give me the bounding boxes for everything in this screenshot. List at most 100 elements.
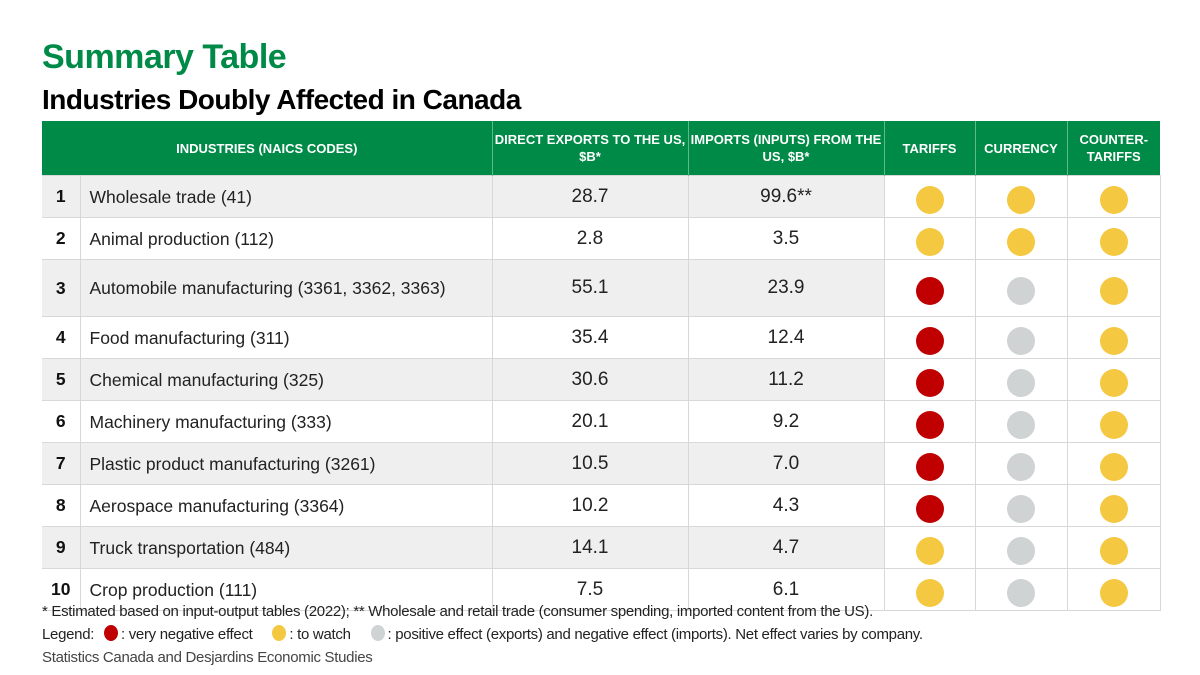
col-industries: INDUSTRIES (NAICS CODES) <box>42 121 493 176</box>
tariffs-cell <box>883 316 976 359</box>
imports-cell: 23.9 <box>687 259 885 317</box>
table-row: 1 Wholesale trade (41) 28.7 99.6** <box>42 175 1161 218</box>
exports-cell: 35.4 <box>491 316 689 359</box>
counter-tariffs-cell <box>1066 217 1161 260</box>
yellow-dot-icon <box>1099 536 1128 565</box>
tariffs-cell <box>883 358 976 401</box>
tariffs-cell <box>883 568 976 611</box>
industry-cell: Machinery manufacturing (333) <box>79 400 493 443</box>
gray-dot-icon <box>1007 410 1036 439</box>
legend: Legend: : very negative effect : to watc… <box>42 623 923 646</box>
currency-cell <box>974 484 1068 527</box>
imports-cell: 12.4 <box>687 316 885 359</box>
table-row: 2 Animal production (112) 2.8 3.5 <box>42 217 1161 260</box>
col-exports: DIRECT EXPORTS TO THE US, $B* <box>491 121 689 176</box>
gray-dot-icon <box>1007 368 1036 397</box>
exports-cell: 55.1 <box>491 259 689 317</box>
col-tariffs: TARIFFS <box>883 121 976 176</box>
currency-cell <box>974 259 1068 317</box>
gray-dot-icon <box>370 625 385 641</box>
table-row: 8 Aerospace manufacturing (3364) 10.2 4.3 <box>42 484 1161 527</box>
industry-cell: Wholesale trade (41) <box>79 175 493 218</box>
red-dot-icon <box>915 277 944 305</box>
yellow-dot-icon <box>1099 410 1128 439</box>
counter-tariffs-cell <box>1066 568 1161 611</box>
legend-yellow: : to watch <box>289 626 351 643</box>
summary-table: INDUSTRIES (NAICS CODES) DIRECT EXPORTS … <box>42 121 1161 611</box>
industry-cell: Animal production (112) <box>79 217 493 260</box>
exports-cell: 20.1 <box>491 400 689 443</box>
yellow-dot-icon <box>1099 185 1128 214</box>
imports-cell: 9.2 <box>687 400 885 443</box>
gray-dot-icon <box>1007 494 1036 523</box>
rank-cell: 5 <box>42 358 80 401</box>
rank-cell: 6 <box>42 400 80 443</box>
tariffs-cell <box>883 259 976 317</box>
gray-dot-icon <box>1007 452 1036 481</box>
exports-cell: 14.1 <box>491 526 689 569</box>
counter-tariffs-cell <box>1066 400 1161 443</box>
counter-tariffs-cell <box>1066 259 1161 317</box>
counter-tariffs-cell <box>1066 484 1161 527</box>
currency-cell <box>974 217 1068 260</box>
yellow-dot-icon <box>915 578 944 607</box>
counter-tariffs-cell <box>1066 442 1161 485</box>
gray-dot-icon <box>1007 277 1036 305</box>
imports-cell: 7.0 <box>687 442 885 485</box>
imports-cell: 4.3 <box>687 484 885 527</box>
red-dot-icon <box>915 494 944 523</box>
exports-cell: 2.8 <box>491 217 689 260</box>
exports-cell: 28.7 <box>491 175 689 218</box>
tariffs-cell <box>883 175 976 218</box>
currency-cell <box>974 442 1068 485</box>
imports-cell: 11.2 <box>687 358 885 401</box>
yellow-dot-icon <box>1099 277 1128 305</box>
red-dot-icon <box>915 452 944 481</box>
table-row: 10 Crop production (111) 7.5 6.1 <box>42 568 1161 611</box>
counter-tariffs-cell <box>1066 175 1161 218</box>
yellow-dot-icon <box>1007 185 1036 214</box>
red-dot-icon <box>915 326 944 355</box>
yellow-dot-icon <box>1099 326 1128 355</box>
imports-cell: 3.5 <box>687 217 885 260</box>
rank-cell: 9 <box>42 526 80 569</box>
col-currency: CURRENCY <box>974 121 1068 176</box>
currency-cell <box>974 358 1068 401</box>
subtitle: Industries Doubly Affected in Canada <box>42 84 521 115</box>
currency-cell <box>974 400 1068 443</box>
footnote: * Estimated based on input-output tables… <box>42 603 873 620</box>
industry-cell: Truck transportation (484) <box>79 526 493 569</box>
table-row: 3 Automobile manufacturing (3361, 3362, 3… <box>42 259 1161 317</box>
yellow-dot-icon <box>915 185 944 214</box>
table-row: 7 Plastic product manufacturing (3261) 10.… <box>42 442 1161 485</box>
yellow-dot-icon <box>1099 227 1128 256</box>
currency-cell <box>974 316 1068 359</box>
red-dot-icon <box>104 625 118 641</box>
red-dot-icon <box>915 368 944 397</box>
rank-cell: 7 <box>42 442 80 485</box>
industry-cell: Plastic product manufacturing (3261) <box>79 442 493 485</box>
tariffs-cell <box>883 400 976 443</box>
yellow-dot-icon <box>1099 494 1128 523</box>
industry-cell: Automobile manufacturing (3361, 3362, 33… <box>79 259 493 317</box>
yellow-dot-icon <box>1099 578 1128 607</box>
exports-cell: 30.6 <box>491 358 689 401</box>
currency-cell <box>974 175 1068 218</box>
rank-cell: 8 <box>42 484 80 527</box>
notes: * Estimated based on input-output tables… <box>42 600 923 669</box>
table-row: 5 Chemical manufacturing (325) 30.6 11.2 <box>42 358 1161 401</box>
table-row: 4 Food manufacturing (311) 35.4 12.4 <box>42 316 1161 359</box>
yellow-dot-icon <box>915 536 944 565</box>
table-row: 9 Truck transportation (484) 14.1 4.7 <box>42 526 1161 569</box>
yellow-dot-icon <box>915 227 944 256</box>
col-counter-tariffs: COUNTER-TARIFFS <box>1066 121 1161 176</box>
gray-dot-icon <box>1007 536 1036 565</box>
yellow-dot-icon <box>1099 452 1128 481</box>
tariffs-cell <box>883 217 976 260</box>
imports-cell: 99.6** <box>687 175 885 218</box>
currency-cell <box>974 526 1068 569</box>
legend-label: Legend: <box>42 626 95 643</box>
yellow-dot-icon <box>1007 227 1036 256</box>
imports-cell: 4.7 <box>687 526 885 569</box>
rank-cell: 1 <box>42 175 80 218</box>
